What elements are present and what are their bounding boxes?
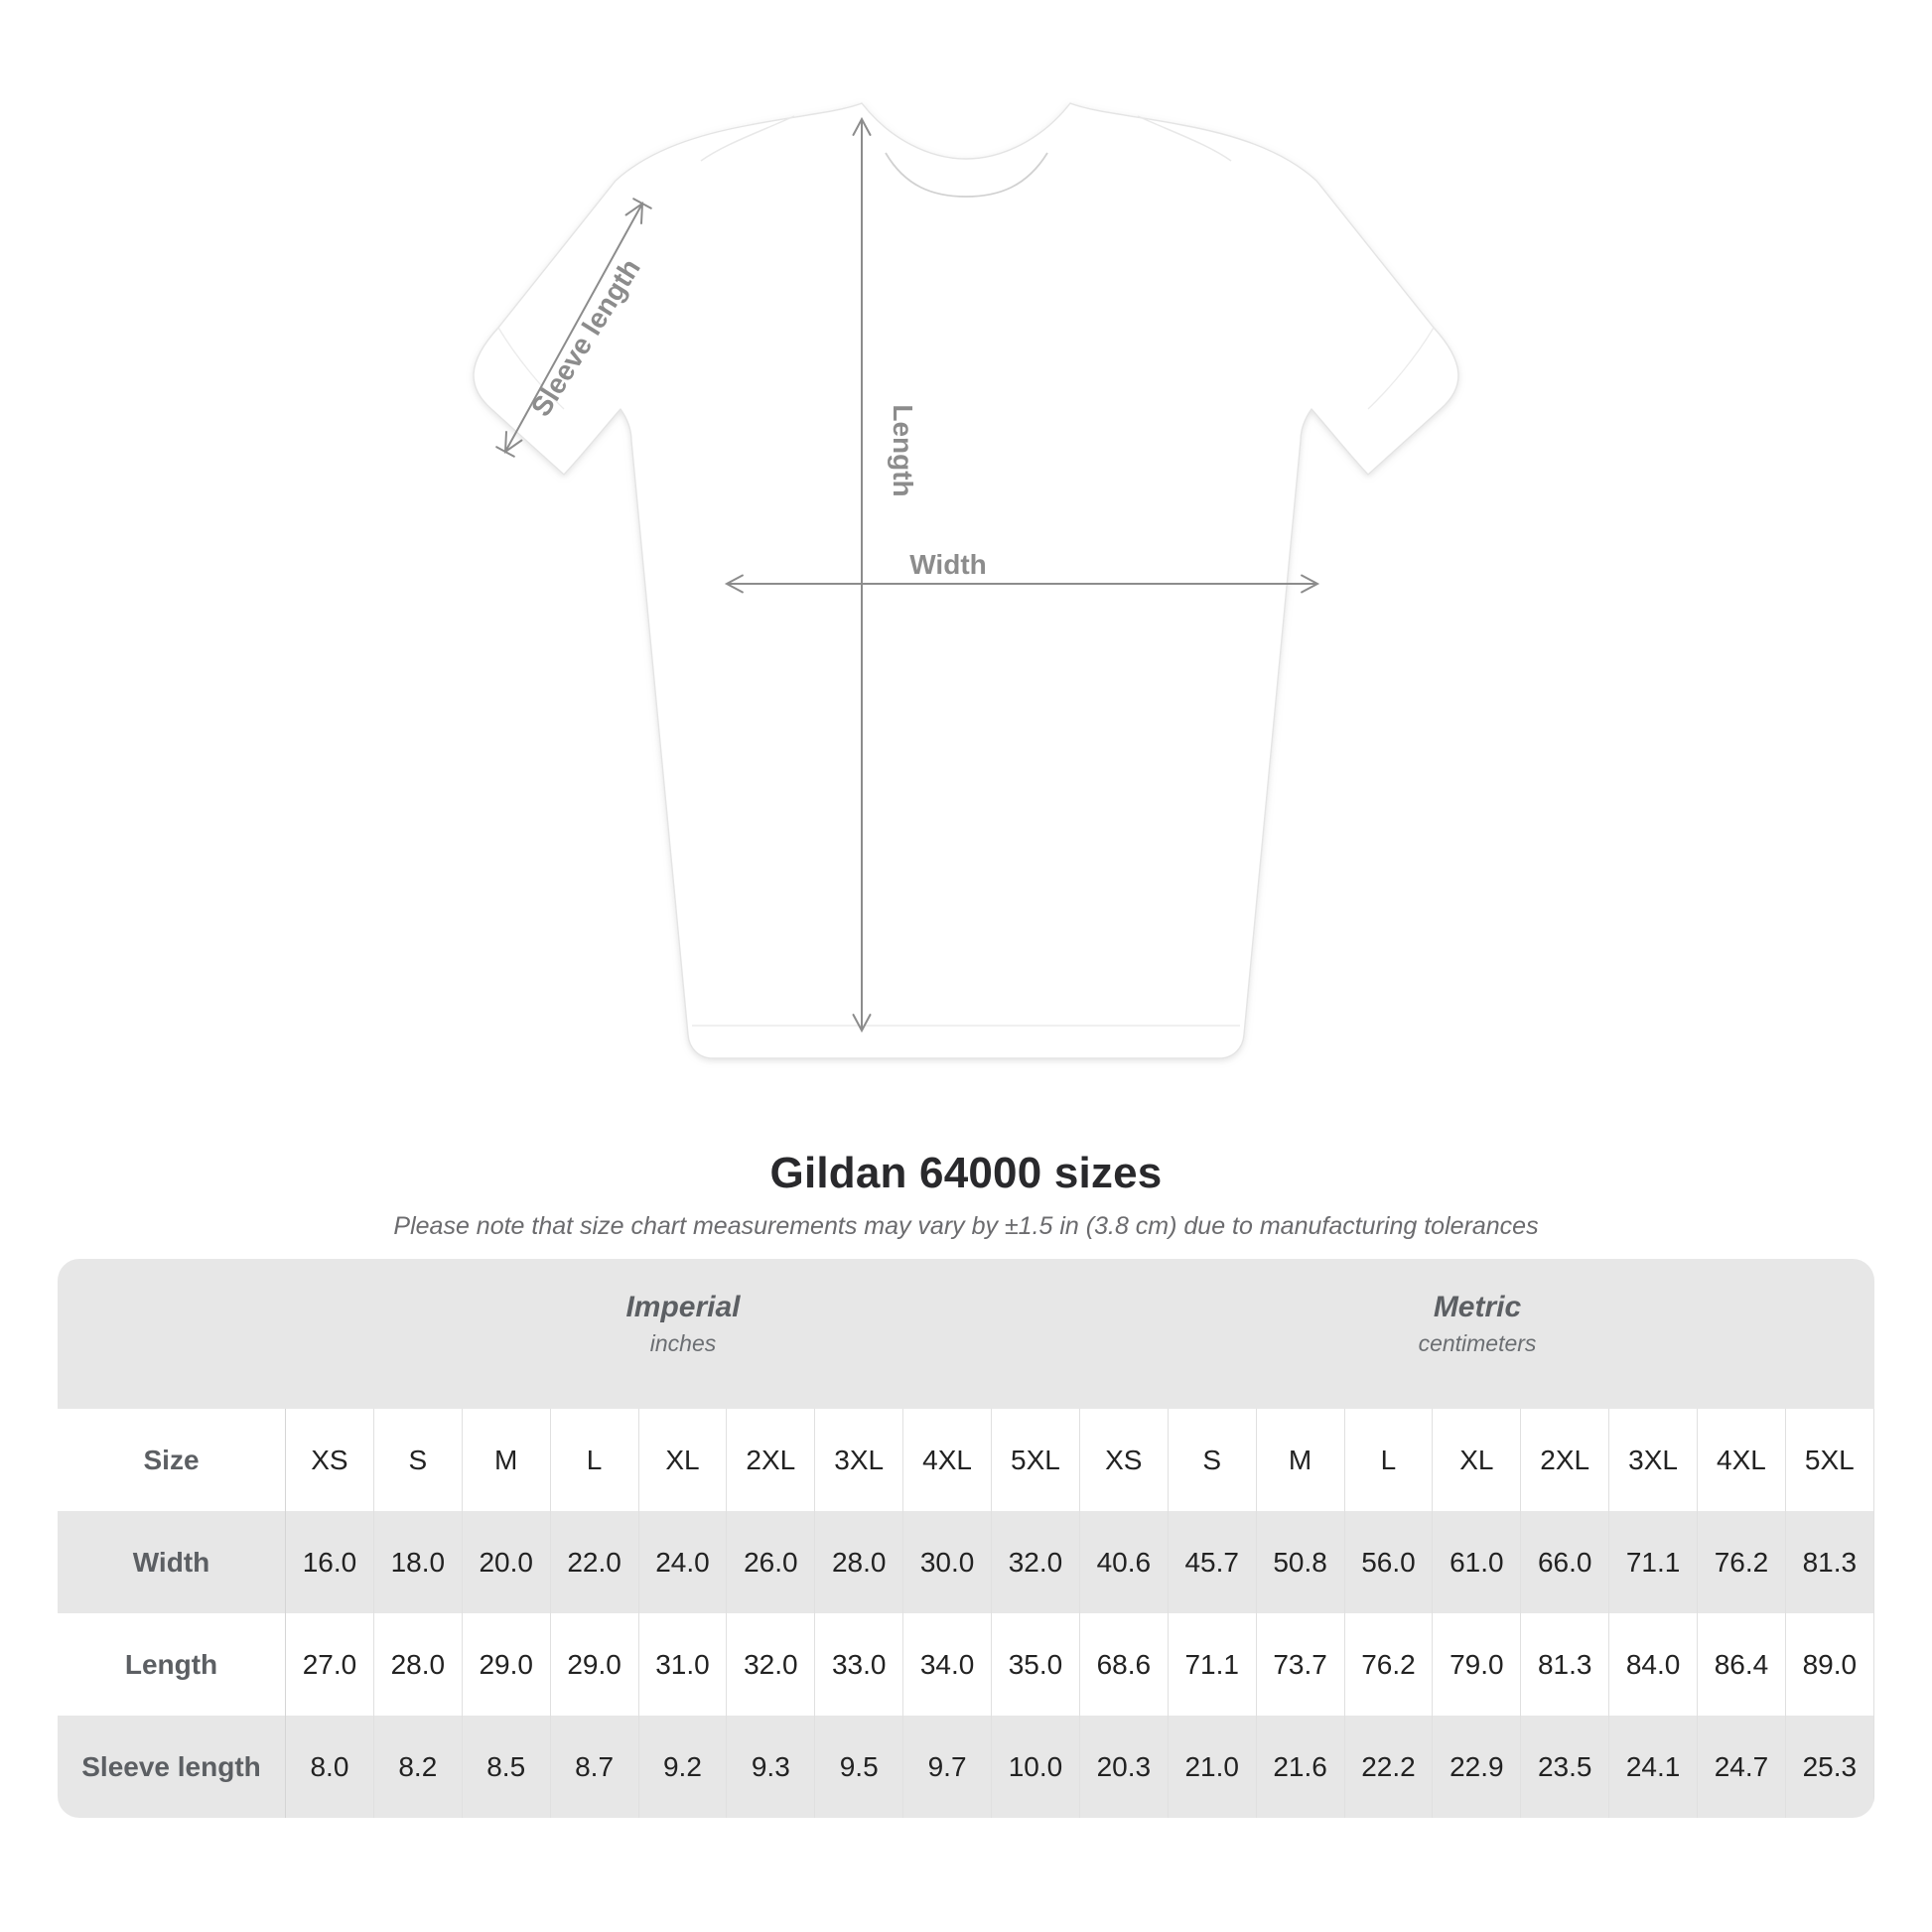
svg-text:Length: Length [888,404,918,496]
svg-text:Width: Width [909,549,987,580]
